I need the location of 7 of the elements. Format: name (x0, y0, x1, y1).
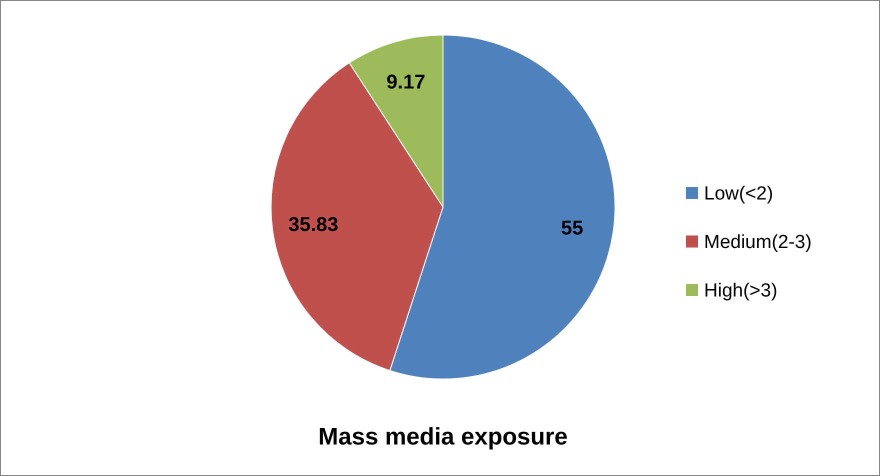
data-label: 9.17 (386, 72, 426, 94)
text: Mass media exposure (318, 423, 568, 450)
legend-label: Medium(2-3) (704, 232, 812, 254)
legend-label: Low(<2) (704, 184, 774, 205)
data-label: 35.83 (288, 214, 338, 236)
legend-label: High(>3) (704, 280, 778, 302)
data-label: 55 (560, 217, 584, 240)
